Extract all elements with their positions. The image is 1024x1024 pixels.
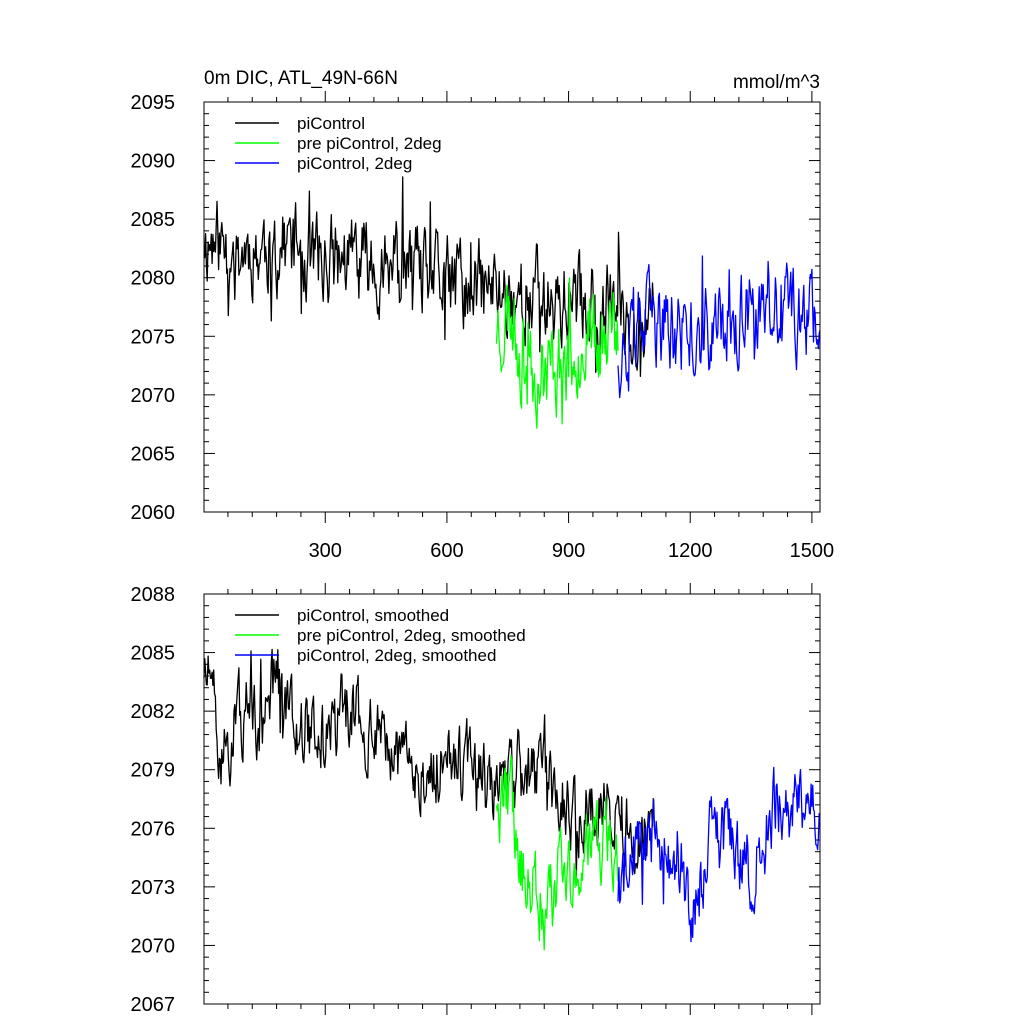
y-tick-label: 2070 — [131, 385, 176, 407]
series-line-1 — [495, 277, 619, 429]
series-line-1 — [495, 754, 619, 951]
bottom-panel-ticks: 2067 2070 2073 2076 2079 2082 2085 2088 — [131, 583, 820, 1016]
y-tick-label: 2079 — [131, 760, 176, 782]
y-tick-label: 2060 — [131, 502, 176, 524]
legend-label: pre piControl, 2deg — [297, 134, 442, 153]
y-tick-label: 2095 — [131, 92, 176, 114]
series-line-0 — [203, 648, 654, 881]
series-line-2 — [617, 766, 821, 943]
top-panel-series — [203, 176, 821, 429]
x-tick-label: 600 — [430, 540, 463, 562]
y-tick-label: 2085 — [131, 643, 176, 665]
units-label: mmol/m^3 — [733, 72, 820, 93]
top-panel-frame — [203, 101, 821, 513]
x-tick-label: 1500 — [790, 540, 835, 562]
y-tick-label: 2088 — [131, 584, 176, 606]
bottom-panel-series — [203, 648, 821, 951]
y-tick-label: 2065 — [131, 443, 176, 465]
y-tick-label: 2075 — [131, 326, 176, 348]
x-tick-label: 900 — [552, 540, 585, 562]
top-panel-ticks: 2060 2065 2070 2075 2080 2085 2090 2095 300 600 90… — [131, 91, 835, 562]
y-tick-label: 2073 — [131, 877, 176, 899]
legend-label: pre piControl, 2deg, smoothed — [297, 626, 526, 645]
legend-label: piControl, 2deg, smoothed — [297, 646, 496, 665]
y-tick-label: 2067 — [131, 994, 176, 1016]
y-tick-label: 2070 — [131, 935, 176, 957]
series-line-2 — [617, 255, 821, 399]
y-tick-label: 2090 — [131, 151, 176, 173]
x-tick-label: 1200 — [668, 540, 713, 562]
bottom-panel: 2067 2070 2073 2076 2079 2082 2085 2088 piContr… — [131, 583, 821, 1016]
y-tick-label: 2080 — [131, 268, 176, 290]
series-line-0 — [203, 176, 654, 377]
y-tick-label: 2085 — [131, 209, 176, 231]
top-panel: 0m DIC, ATL_49N-66N mmol/m^3 2060 2065 207… — [131, 68, 835, 562]
legend-label: piControl, 2deg — [297, 154, 412, 173]
chart-title: 0m DIC, ATL_49N-66N — [204, 68, 398, 89]
bottom-panel-frame — [203, 593, 821, 1005]
y-tick-label: 2076 — [131, 818, 176, 840]
legend-label: piControl — [297, 114, 365, 133]
x-tick-label: 300 — [309, 540, 342, 562]
y-tick-label: 2082 — [131, 701, 176, 723]
legend-label: piControl, smoothed — [297, 606, 449, 625]
